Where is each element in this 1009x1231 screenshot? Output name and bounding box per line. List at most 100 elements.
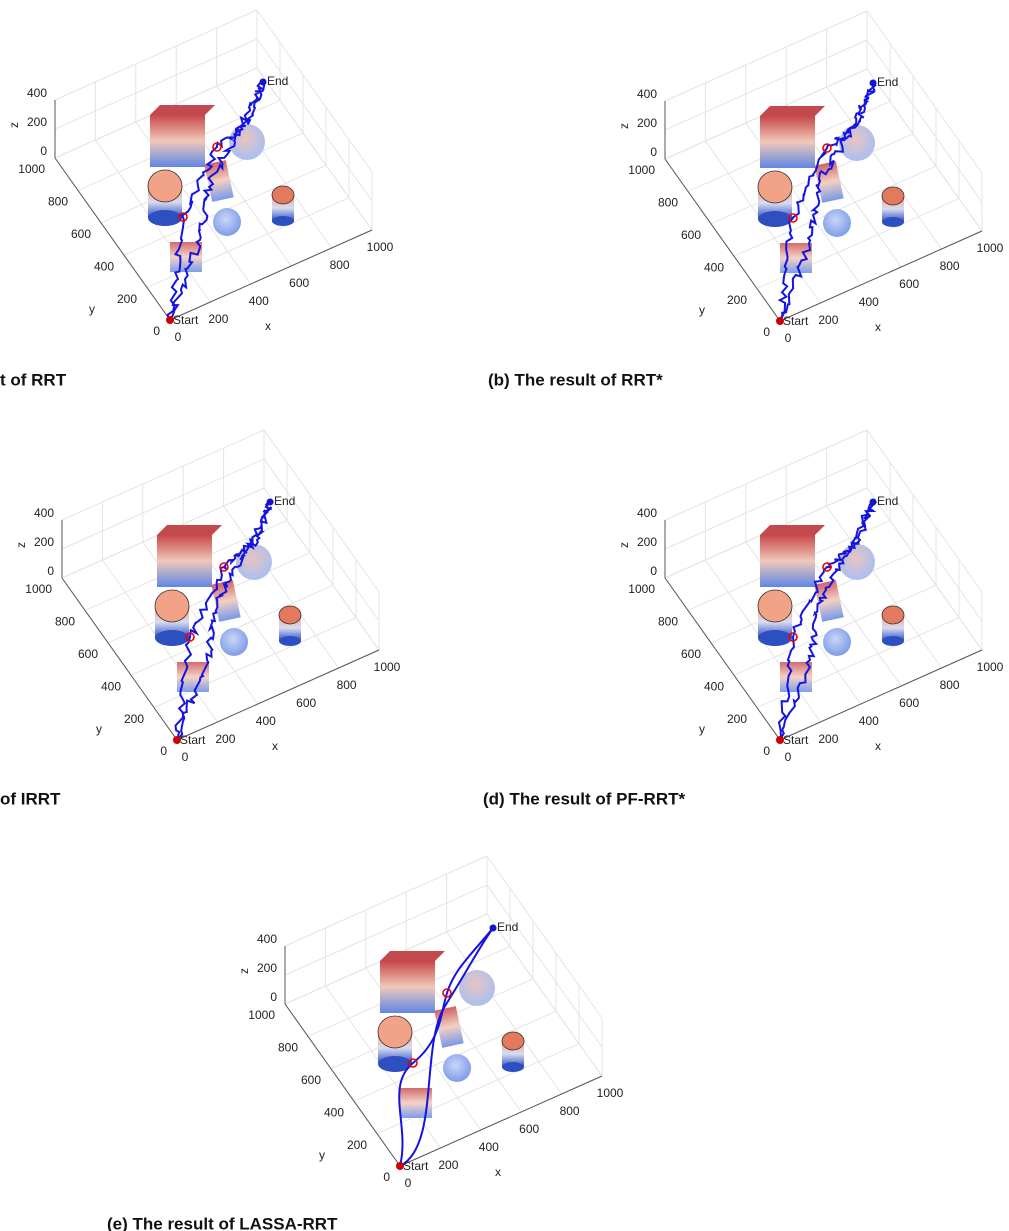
obstacle-box [380,951,445,961]
obstacle-box [760,116,815,168]
z-axis-label: z [237,968,251,974]
obstacle-cylinder [272,186,294,204]
y-tick-label: 600 [78,647,98,661]
obstacle-cylinder [155,630,189,646]
y-tick-label: 1000 [18,162,45,176]
z-tick-label: 200 [27,115,47,129]
x-tick-label: 200 [438,1158,458,1172]
x-tick-label: 400 [479,1140,499,1154]
x-tick-label: 800 [560,1104,580,1118]
grid-line [62,430,264,520]
y-tick-label: 400 [101,679,121,693]
y-tick-label: 1000 [25,582,52,596]
y-tick-label: 600 [301,1073,321,1087]
start-label: Start [180,733,206,747]
z-tick-label: 200 [637,116,657,130]
obstacle-cylinder [758,171,792,203]
obstacle-sphere [213,208,241,236]
caption: (b) The result of RRT* [488,370,663,389]
end-label: End [497,920,518,934]
end-point [490,925,497,932]
obstacle-cylinder [882,187,904,205]
caption: (e) The result of LASSA-RRT [107,1214,338,1231]
plot-panel: 0200400600800100002004006008001000020040… [14,430,400,764]
y-tick-label: 800 [55,615,75,629]
x-tick-label: 200 [818,732,838,746]
x-tick-label: 0 [785,750,792,764]
y-tick-label: 1000 [628,163,655,177]
y-tick-label: 800 [278,1041,298,1055]
x-tick-label: 600 [899,696,919,710]
start-label: Start [783,733,809,747]
obstacle-cylinder [882,217,904,227]
x-tick-label: 800 [330,258,350,272]
x-tick-label: 200 [208,312,228,326]
obstacle-box [150,115,205,167]
y-tick-label: 800 [658,196,678,210]
z-tick-label: 400 [637,87,657,101]
z-tick-label: 200 [257,961,277,975]
y-tick-label: 600 [681,647,701,661]
obstacle-sphere [443,1054,471,1082]
grid-line [867,40,982,202]
obstacle-cylinder [155,590,189,622]
x-tick-label: 600 [519,1122,539,1136]
y-tick-label: 600 [681,228,701,242]
end-point [267,499,274,506]
obstacle-box [760,106,825,116]
end-label: End [267,74,288,88]
plot-panel: 0200400600800100002004006008001000020040… [237,856,623,1190]
obstacle-cylinder [502,1062,524,1072]
grid-line [487,885,602,1047]
obstacle-cylinder [758,211,792,227]
z-axis-label: z [617,123,631,129]
obstacle-cylinder [378,1016,412,1048]
z-tick-label: 0 [650,145,657,159]
obstacle-cylinder [882,636,904,646]
obstacle-box [760,525,825,535]
z-tick-label: 0 [270,990,277,1004]
y-tick-label: 400 [704,260,724,274]
y-tick-label: 200 [727,293,747,307]
z-tick-label: 400 [637,506,657,520]
y-tick-label: 0 [763,325,770,339]
obstacle-box [760,535,815,587]
y-tick-label: 1000 [248,1008,275,1022]
z-tick-label: 200 [637,535,657,549]
obstacle-cylinder [279,636,301,646]
caption: (d) The result of PF-RRT* [483,789,685,808]
z-tick-label: 400 [34,506,54,520]
y-tick-label: 800 [658,615,678,629]
obstacle-box [780,662,812,692]
grid-line [867,11,982,173]
y-tick-label: 400 [704,679,724,693]
y-axis-label: y [699,722,705,736]
obstacle-box [150,105,215,115]
y-tick-label: 200 [124,712,144,726]
z-tick-label: 0 [40,144,47,158]
y-tick-label: 0 [160,744,167,758]
y-tick-label: 600 [71,227,91,241]
end-point [260,79,267,86]
y-tick-label: 200 [727,712,747,726]
y-tick-label: 0 [383,1170,390,1184]
z-tick-label: 0 [47,564,54,578]
obstacle-sphere [839,544,875,580]
z-axis-label: z [617,542,631,548]
obstacle-box [380,961,435,1013]
end-point [870,499,877,506]
x-axis-label: x [875,739,881,753]
x-tick-label: 1000 [374,660,401,674]
z-tick-label: 400 [27,86,47,100]
start-label: Start [173,313,199,327]
end-label: End [877,75,898,89]
y-tick-label: 800 [48,195,68,209]
y-tick-label: 400 [94,259,114,273]
obstacle-cylinder [758,590,792,622]
x-tick-label: 1000 [977,660,1004,674]
x-tick-label: 0 [785,331,792,345]
obstacle-box [157,535,212,587]
x-axis-label: x [272,739,278,753]
y-tick-label: 0 [763,744,770,758]
obstacle-sphere [220,628,248,656]
